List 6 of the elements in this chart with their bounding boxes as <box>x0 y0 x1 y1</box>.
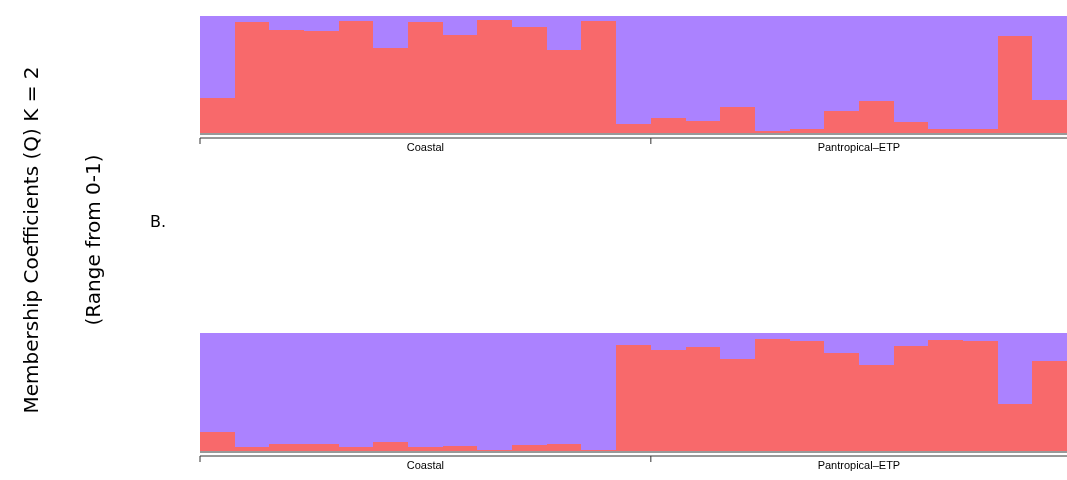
text: Pantropical–ETP <box>817 141 901 153</box>
text: Coastal <box>406 141 445 153</box>
text: Pantropical–ETP <box>817 459 901 471</box>
chart-title: B. <box>150 212 167 231</box>
text: Coastal <box>406 459 445 471</box>
text: Membership Coefficients (Q) K = 2 (Range from 0-1) <box>19 66 105 414</box>
